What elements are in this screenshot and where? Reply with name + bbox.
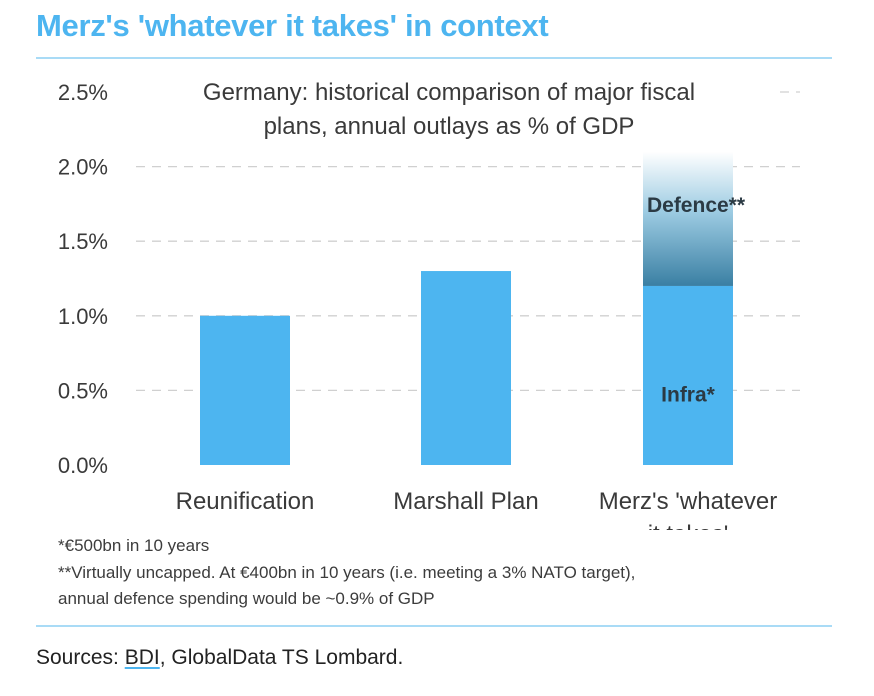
footnote-defence-line2: annual defence spending would be ~0.9% o… <box>58 589 435 608</box>
y-tick-label: 0.5% <box>58 378 108 403</box>
bar-infra <box>200 315 290 465</box>
sources-rest: , GlobalData TS Lombard. <box>159 646 404 669</box>
header-divider <box>36 57 832 59</box>
bar-defence <box>643 151 733 286</box>
chart-title-line: plans, annual outlays as % of GDP <box>264 113 635 140</box>
footer-divider <box>36 625 832 627</box>
sources-bdi-link[interactable]: BDI <box>124 646 160 669</box>
sources-prefix: Sources: <box>36 646 125 669</box>
x-tick-label: Marshall Plan <box>393 488 538 515</box>
bar-chart: 0.0% 0.5% 1.0% 1.5% 2.0% 2.5% Germany: histor… <box>58 79 800 530</box>
y-tick-label: 0.0% <box>58 453 108 478</box>
footnote-defence-line1: **Virtually uncapped. At €400bn in 10 ye… <box>58 563 636 582</box>
bar-infra <box>421 271 511 465</box>
y-tick-label: 2.5% <box>58 80 108 105</box>
y-tick-label: 2.0% <box>58 155 108 180</box>
y-tick-label: 1.0% <box>58 304 108 329</box>
chart-title-line: Germany: historical comparison of major … <box>203 79 695 106</box>
y-tick-label: 1.5% <box>58 229 108 254</box>
defence-label: Defence** <box>647 194 746 217</box>
footnote-infra: *€500bn in 10 years <box>58 536 210 555</box>
x-tick-label: it takes' <box>648 521 729 530</box>
x-tick-label: Merz's 'whatever <box>599 488 778 515</box>
infra-label: Infra* <box>661 383 716 406</box>
sources-line: Sources: BDI, GlobalData TS Lombard. <box>36 646 403 670</box>
x-tick-label: Reunification <box>176 488 315 515</box>
header-title: Merz's 'whatever it takes' in context <box>36 8 549 43</box>
bar-infra <box>643 285 733 465</box>
